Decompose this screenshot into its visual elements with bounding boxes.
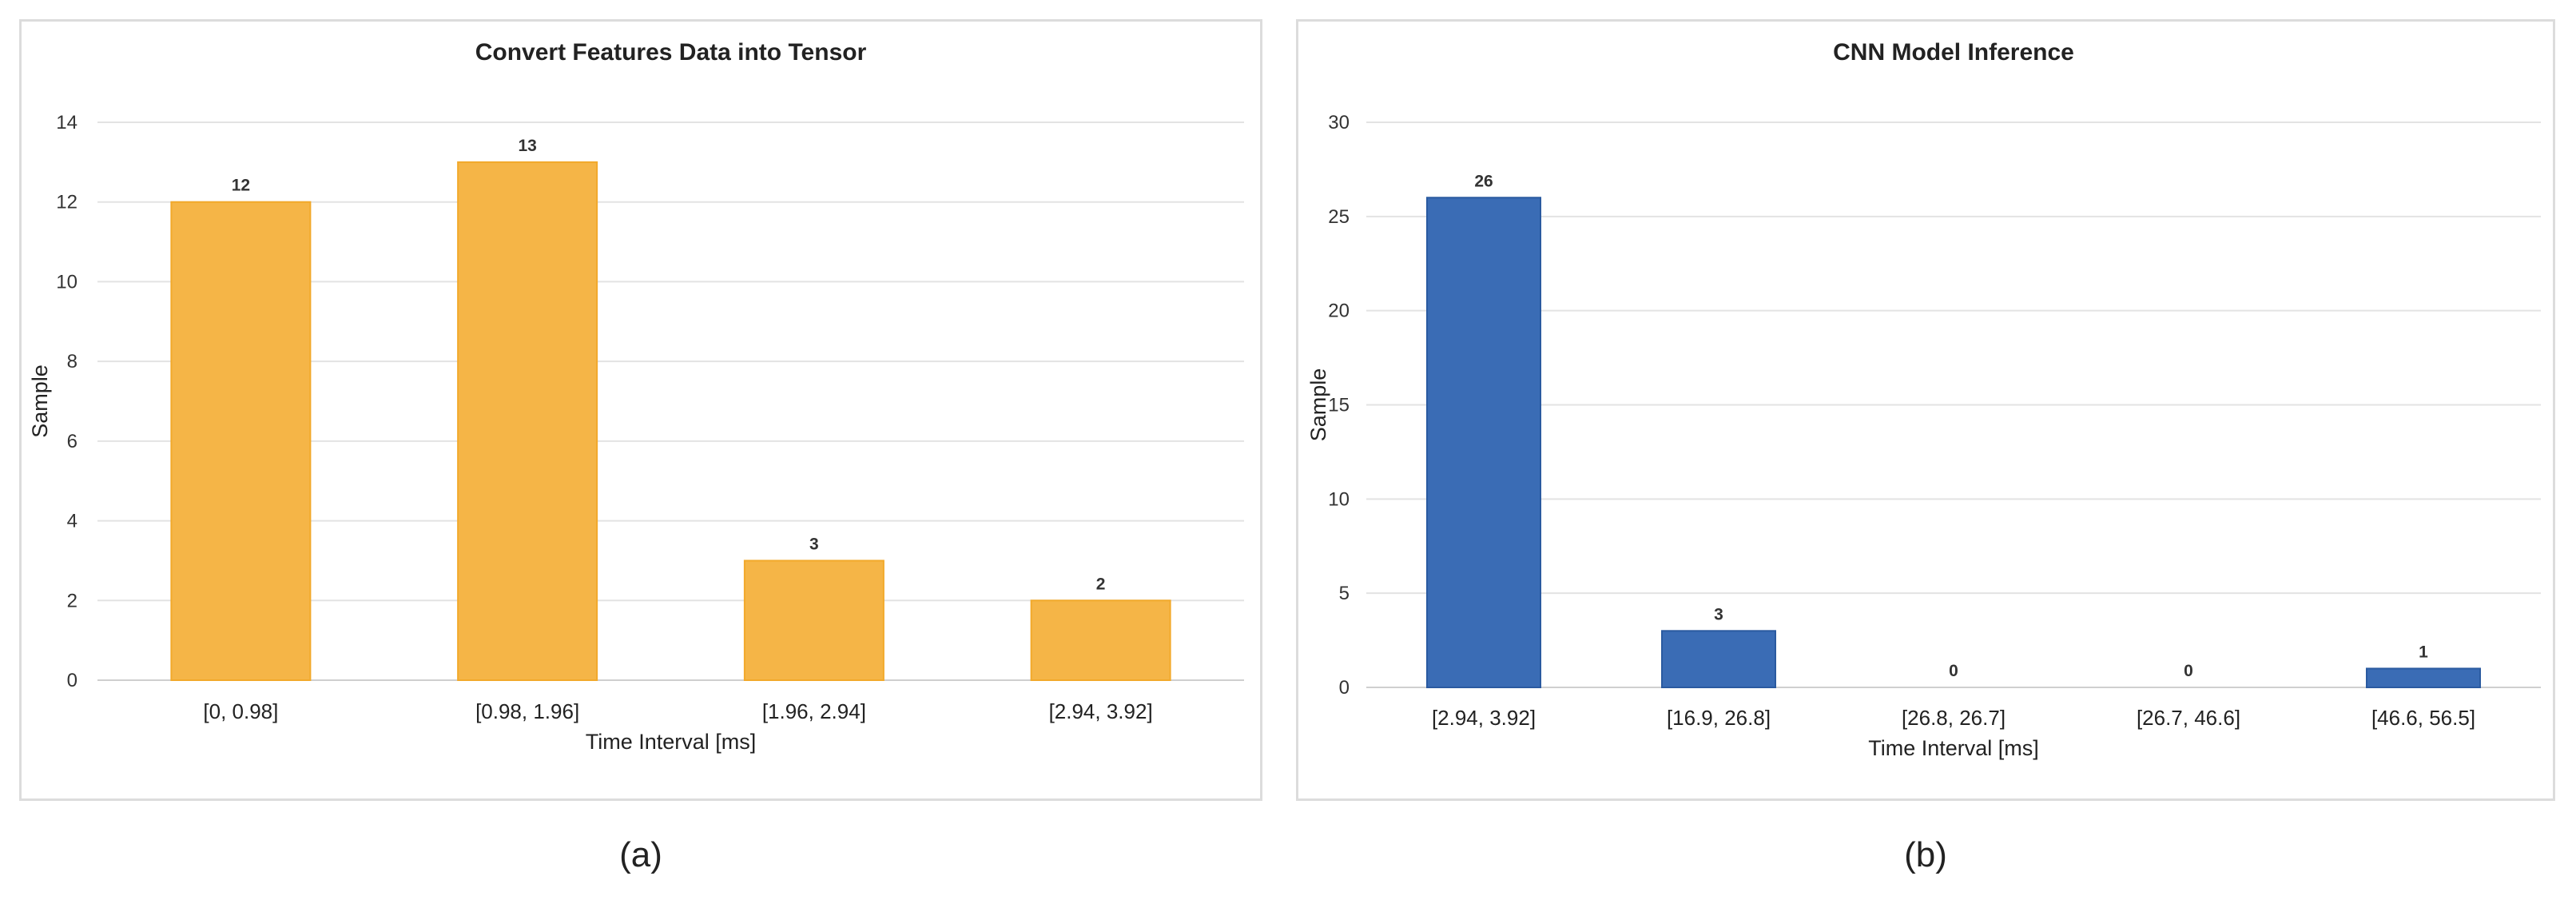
x-tick-label-a-2: [1.96, 2.94] [762,699,866,723]
data-label-b-2: 0 [1949,662,1958,680]
data-label-a-2: 3 [809,535,819,553]
caption-a: (a) [619,835,662,874]
chart-panel-a: Convert Features Data into Tensor 0 2 4 6 8 10… [19,19,1262,801]
y-tick-label-b-3: 15 [1328,395,1350,416]
y-tick-label-b-1: 5 [1339,583,1350,604]
y-axis-label-a: Sample [28,364,52,438]
bar-a-1 [457,161,598,682]
chart-panel-b: CNN Model Inference 0 5 10 15 20 25 30 26 [2.94, … [1296,19,2555,801]
x-axis-label-a: Time Interval [ms] [586,730,757,754]
chart-title-a: Convert Features Data into Tensor [475,39,867,66]
y-tick-label-b-5: 25 [1328,206,1350,228]
chart-a-svg: Convert Features Data into Tensor 0 2 4 6 8 10… [28,39,1244,754]
x-tick-label-a-0: [0, 0.98] [203,699,278,723]
bar-b-1 [1661,630,1776,688]
x-tick-label-b-3: [26.7, 46.6] [2137,706,2240,730]
y-tick-label-a-1: 2 [67,590,78,611]
x-axis-label-b: Time Interval [ms] [1868,736,2039,760]
y-tick-label-a-3: 6 [67,431,78,452]
data-label-b-4: 1 [2419,643,2428,661]
data-label-b-3: 0 [2184,662,2193,680]
bar-b-4 [2366,667,2481,689]
data-label-b-1: 3 [1714,605,1723,623]
caption-b: (b) [1904,835,1947,874]
bar-a-2 [743,560,885,682]
y-tick-label-a-5: 10 [56,271,78,293]
y-tick-label-a-0: 0 [67,670,78,691]
y-tick-label-a-6: 12 [56,192,78,213]
x-tick-label-a-3: [2.94, 3.92] [1049,699,1153,723]
x-tick-label-b-4: [46.6, 56.5] [2371,706,2475,730]
x-tick-label-b-1: [16.9, 26.8] [1667,706,1771,730]
y-tick-label-b-6: 30 [1328,112,1350,133]
y-tick-label-b-4: 20 [1328,301,1350,322]
x-tick-label-a-1: [0.98, 1.96] [475,699,579,723]
chart-b-svg: CNN Model Inference05101520253026[2.94, … [1306,39,2541,760]
y-tick-label-a-2: 4 [67,511,78,532]
x-tick-label-b-0: [2.94, 3.92] [1432,706,1536,730]
y-axis-label-b: Sample [1306,368,1330,442]
chart-title-b: CNN Model Inference [1833,39,2074,66]
y-tick-label-a-4: 8 [67,351,78,372]
y-tick-label-b-0: 0 [1339,677,1350,699]
bar-a-3 [1030,599,1171,681]
data-label-a-1: 13 [518,137,536,155]
y-tick-label-a-7: 14 [56,112,78,133]
bar-a-0 [170,201,312,681]
y-tick-label-b-2: 10 [1328,488,1350,510]
x-tick-label-b-2: [26.8, 26.7] [1902,706,2006,730]
bar-b-0 [1426,197,1541,688]
data-label-a-3: 2 [1096,575,1106,593]
data-label-a-0: 12 [232,177,250,195]
data-label-b-0: 26 [1474,172,1493,190]
